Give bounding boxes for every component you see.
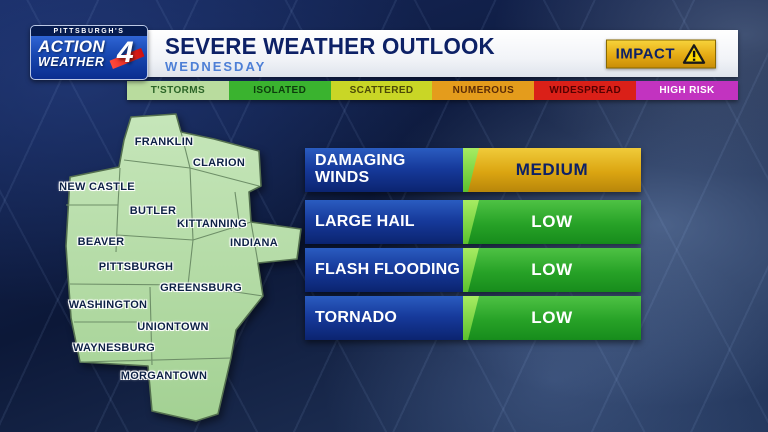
header-text: SEVERE WEATHER OUTLOOK WEDNESDAY (165, 32, 505, 74)
city-label: PITTSBURGH (98, 261, 174, 273)
county-map (65, 113, 302, 422)
scale-segment: SCATTERED (330, 81, 433, 100)
outlook-row-flash-flooding: FLASH FLOODING LOW (305, 248, 641, 292)
logo-action-text: ACTION (38, 37, 105, 56)
divider-accent (463, 296, 479, 340)
city-label: KITTANNING (176, 218, 248, 230)
outlook-row-tornado: TORNADO LOW (305, 296, 641, 340)
city-label: UNIONTOWN (137, 321, 209, 333)
scale-segment: WIDESPREAD (534, 81, 637, 100)
logo-channel-number: 4 (109, 37, 145, 75)
city-label: CLARION (192, 157, 246, 169)
hazard-risk-value: MEDIUM (463, 148, 641, 192)
scale-segment: T'STORMS (127, 81, 229, 100)
hazard-label: DAMAGING WINDS (305, 148, 463, 192)
hazard-label: LARGE HAIL (305, 200, 463, 244)
city-label: NEW CASTLE (59, 181, 135, 193)
city-label: WAYNESBURG (72, 342, 156, 354)
logo-tagline: PITTSBURGH'S (31, 26, 147, 36)
hazard-label: FLASH FLOODING (305, 248, 463, 292)
city-label: MORGANTOWN (120, 370, 208, 382)
logo-body: ACTION WEATHER 4 (31, 36, 147, 76)
scale-segment: NUMEROUS (432, 81, 535, 100)
divider-accent (463, 200, 479, 244)
page-title: SEVERE WEATHER OUTLOOK (165, 32, 495, 59)
county-borders (66, 131, 264, 366)
divider-accent (463, 248, 479, 292)
city-label: BUTLER (129, 205, 177, 217)
outlook-row-damaging-winds: DAMAGING WINDS MEDIUM (305, 148, 641, 192)
warning-triangle-icon (682, 43, 706, 64)
impact-label: IMPACT (615, 45, 675, 62)
day-subtitle: WEDNESDAY (165, 58, 267, 74)
hazard-risk-value: LOW (463, 248, 641, 292)
city-label: FRANKLIN (134, 136, 194, 148)
risk-scale-legend: T'STORMS ISOLATED SCATTERED NUMEROUS WID… (127, 81, 738, 100)
outlook-row-large-hail: LARGE HAIL LOW (305, 200, 641, 244)
divider-accent (463, 148, 479, 192)
logo-weather-text: WEATHER (38, 55, 105, 70)
city-label: GREENSBURG (160, 282, 242, 294)
hazard-risk-value: LOW (463, 296, 641, 340)
station-logo: PITTSBURGH'S ACTION WEATHER 4 (30, 25, 148, 80)
city-label: WASHINGTON (68, 299, 148, 311)
city-label: BEAVER (77, 236, 125, 248)
hazard-risk-value: LOW (463, 200, 641, 244)
hazard-label: TORNADO (305, 296, 463, 340)
impact-badge: IMPACT (605, 39, 716, 68)
header-bar: SEVERE WEATHER OUTLOOK WEDNESDAY IMPACT (127, 30, 738, 77)
scale-segment: ISOLATED (228, 81, 331, 100)
city-label: INDIANA (230, 237, 278, 249)
scale-segment: HIGH RISK (636, 81, 738, 100)
region-outline (65, 113, 302, 422)
